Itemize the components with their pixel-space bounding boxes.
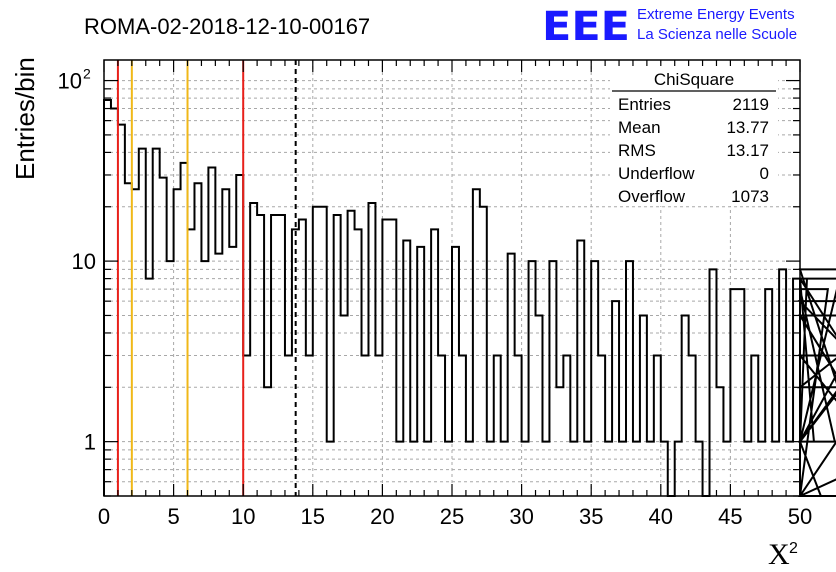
stats-row-value: 13.17 [726,141,769,160]
stats-row-label: Underflow [618,164,695,183]
stats-rows: Entries 2119 Mean 13.77 RMS 13.17 Underflow 0 Ov… [618,95,769,206]
x-tick-label: 5 [167,504,179,529]
y-tick-label: 10 [58,69,82,94]
stats-row-label: RMS [618,141,656,160]
stats-row-label: Mean [618,118,661,137]
stats-box: ChiSquare Entries 2119 Mean 13.77 RMS 13.17 Un… [610,66,778,206]
stats-box-background [610,66,778,206]
x-tick-label: 0 [98,504,110,529]
eee-logo-mark: EEE [542,4,630,50]
logo-line-1: Extreme Energy Events [637,6,795,23]
stats-box-title: ChiSquare [654,70,734,89]
stats-row-value: 1073 [731,187,769,206]
logo-line-2: La Scienza nelle Scuole [637,26,797,43]
chart-title: ROMA-02-2018-12-10-00167 [84,14,370,39]
stats-row-value: 2119 [732,95,769,114]
x-tick-label: 45 [718,504,742,529]
y-axis-label: Entries/bin [10,57,40,180]
stats-row-label: Entries [618,95,671,114]
x-tick-label: 25 [440,504,464,529]
x-tick-label: 20 [370,504,394,529]
x-axis-label-superscript: 2 [789,540,798,557]
y-tick-label: 10 [72,249,96,274]
x-tick-label: 10 [231,504,255,529]
x-tick-label: 30 [509,504,533,529]
eee-logo: EEE Extreme Energy Events La Scienza nel… [542,4,797,50]
y-tick-label: 1 [84,430,96,455]
x-tick-label: 40 [649,504,673,529]
y-tick-label-superscript: 2 [83,66,91,82]
x-tick-label: 15 [301,504,325,529]
stats-row-label: Overflow [618,187,686,206]
stats-row-value: 13.77 [726,118,769,137]
x-axis-label-main: X [768,538,790,571]
stats-row-value: 0 [760,164,769,183]
x-axis-label: X 2 [768,538,798,571]
x-tick-label: 50 [788,504,812,529]
x-tick-label: 35 [579,504,603,529]
reference-lines [116,60,297,496]
